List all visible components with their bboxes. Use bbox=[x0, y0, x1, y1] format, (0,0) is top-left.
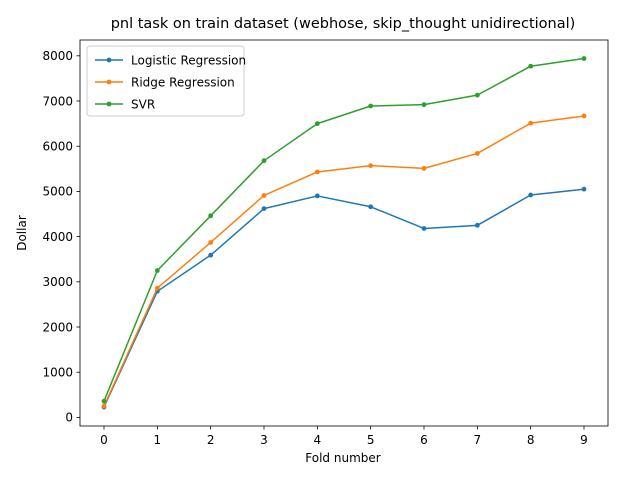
data-point bbox=[314, 121, 320, 127]
data-point bbox=[421, 226, 427, 231]
data-point bbox=[208, 240, 214, 245]
data-point bbox=[528, 63, 534, 69]
data-point bbox=[474, 222, 480, 228]
data-point bbox=[208, 213, 214, 219]
x-tick-label: 2 bbox=[207, 433, 215, 447]
axes-frame bbox=[79, 39, 609, 427]
data-point bbox=[528, 192, 534, 198]
x-tick-label: 3 bbox=[260, 433, 268, 447]
legend-marker bbox=[106, 101, 112, 107]
legend-entry: Logistic Regression bbox=[95, 53, 246, 67]
series-line bbox=[103, 115, 585, 408]
series-ridge-regression bbox=[101, 113, 587, 409]
legend: Logistic Regression Ridge Regression SVR bbox=[86, 45, 246, 117]
data-point bbox=[314, 193, 320, 199]
legend-marker bbox=[106, 57, 112, 63]
y-tick-label: 4000 bbox=[42, 230, 73, 244]
chart-title: pnl task on train dataset (webhose, skip… bbox=[111, 16, 576, 32]
y-tick-label: 7000 bbox=[42, 94, 73, 108]
legend-frame bbox=[86, 45, 245, 117]
data-point bbox=[528, 120, 534, 126]
data-point bbox=[101, 403, 107, 409]
y-tick-label: 2000 bbox=[42, 320, 73, 334]
data-point bbox=[101, 398, 107, 404]
data-point bbox=[314, 169, 320, 175]
data-point bbox=[261, 206, 267, 211]
x-tick-label: 8 bbox=[527, 433, 535, 447]
legend-marker bbox=[106, 79, 112, 85]
series-line bbox=[103, 188, 585, 409]
data-point bbox=[474, 151, 480, 156]
legend-label: Ridge Regression bbox=[131, 75, 235, 89]
data-point bbox=[581, 56, 587, 61]
legend-label: Logistic Regression bbox=[131, 53, 246, 67]
y-tick-label: 6000 bbox=[42, 140, 73, 154]
y-tick-label: 5000 bbox=[42, 185, 73, 199]
legend-entry: SVR bbox=[95, 97, 155, 111]
y-tick-label: 1000 bbox=[42, 366, 73, 380]
data-point bbox=[261, 193, 267, 198]
x-tick-label: 0 bbox=[100, 433, 108, 447]
legend-label: SVR bbox=[131, 97, 155, 111]
y-axis-label: Dollar bbox=[15, 215, 29, 251]
x-axis-label: Fold number bbox=[305, 451, 380, 465]
data-point bbox=[368, 163, 374, 169]
data-point bbox=[581, 113, 587, 119]
data-point bbox=[368, 204, 374, 210]
axes: 0 1 2 3 4 5 6 7 8 9 0 1000 2000 3000 4000 5000 6000 7000 8… bbox=[42, 39, 609, 447]
y-tick-label: 0 bbox=[65, 411, 73, 425]
x-tick-label: 5 bbox=[367, 433, 375, 447]
legend-entry: Ridge Regression bbox=[95, 75, 235, 89]
x-tick-label: 4 bbox=[314, 433, 322, 447]
data-point bbox=[581, 186, 587, 192]
data-point bbox=[154, 268, 160, 273]
data-point bbox=[261, 158, 267, 164]
series-line bbox=[103, 57, 585, 403]
x-tick-label: 9 bbox=[580, 433, 588, 447]
plot-area bbox=[101, 56, 587, 410]
data-point bbox=[421, 102, 427, 108]
data-point bbox=[474, 92, 480, 98]
data-point bbox=[368, 103, 374, 109]
series-svr bbox=[101, 56, 587, 404]
data-point bbox=[421, 165, 427, 171]
data-point bbox=[154, 285, 160, 291]
x-tick-label: 7 bbox=[474, 433, 482, 447]
series-logistic-regression bbox=[101, 186, 587, 410]
x-tick-label: 1 bbox=[154, 433, 162, 447]
y-tick-label: 8000 bbox=[42, 49, 73, 63]
data-point bbox=[208, 252, 214, 258]
x-tick-label: 6 bbox=[420, 433, 428, 447]
y-tick-label: 3000 bbox=[42, 275, 73, 289]
